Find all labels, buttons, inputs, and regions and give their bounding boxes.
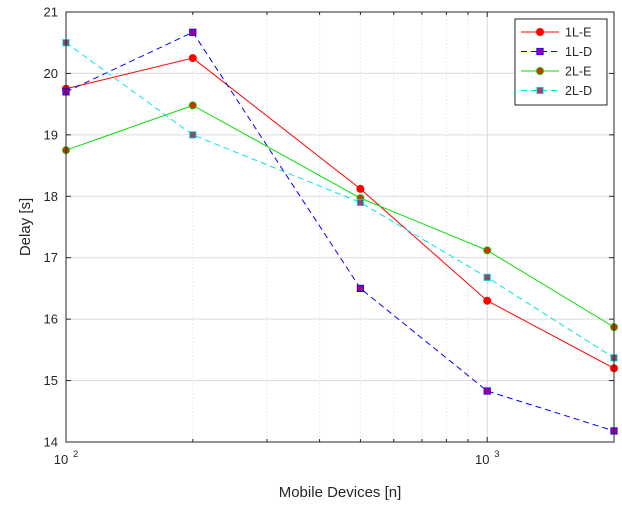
legend-marker: [536, 47, 544, 56]
y-axis-label: Delay [s]: [17, 198, 34, 256]
data-point-2l-d: [356, 198, 365, 207]
x-tick-exponent: 3: [494, 449, 499, 460]
data-point-1l-d: [356, 284, 365, 293]
data-point-1l-e: [188, 54, 197, 63]
y-tick-label: 18: [44, 189, 58, 204]
legend-label: 1L-E: [565, 26, 591, 40]
y-tick-label: 14: [44, 435, 58, 450]
tick-labels: 14 15 16 17 18 19 20 21 10 2 10 3: [44, 5, 500, 468]
legend-entry-1l-d: 1L-D: [521, 45, 592, 59]
y-tick-label: 21: [44, 5, 58, 20]
legend-marker: [536, 67, 545, 76]
data-point-1l-d: [189, 28, 197, 36]
legend-marker: [536, 86, 544, 95]
data-point-2l-e: [483, 246, 492, 255]
series-line-1l-d: [65, 31, 615, 432]
y-tick-label: 16: [44, 312, 58, 327]
tick-marks: [65, 11, 615, 443]
legend-entry-2l-d: 2L-D: [521, 84, 592, 98]
data-point-1l-e: [356, 184, 365, 193]
legend-label: 1L-D: [565, 45, 592, 59]
x-tick-label: 10: [54, 452, 68, 467]
series-line-2l-d: [65, 42, 615, 359]
data-point-2l-d: [483, 273, 491, 281]
y-tick-label: 17: [44, 250, 58, 265]
legend-entry-2l-e: 2L-E: [521, 65, 591, 79]
legend-marker: [536, 27, 545, 36]
legend: 1L-E 1L-D 2L-E 2L-D: [514, 18, 608, 106]
y-tick-label: 19: [44, 127, 58, 142]
plot-border: [65, 11, 615, 443]
legend-entry-1l-e: 1L-E: [521, 26, 591, 40]
x-axis-label: Mobile Devices [n]: [279, 484, 402, 501]
legend-label: 2L-E: [565, 65, 591, 79]
y-tick-label: 15: [44, 373, 58, 388]
data-point-2l-d: [189, 131, 197, 139]
y-tick-label: 20: [44, 66, 58, 81]
x-tick-label: 10: [475, 452, 489, 467]
data-point-2l-e: [188, 101, 197, 110]
x-tick-exponent: 2: [73, 449, 78, 460]
data-point-1l-d: [483, 387, 491, 395]
data-point-1l-e: [483, 296, 492, 305]
legend-label: 2L-D: [565, 84, 592, 98]
legend-box: [514, 18, 608, 106]
